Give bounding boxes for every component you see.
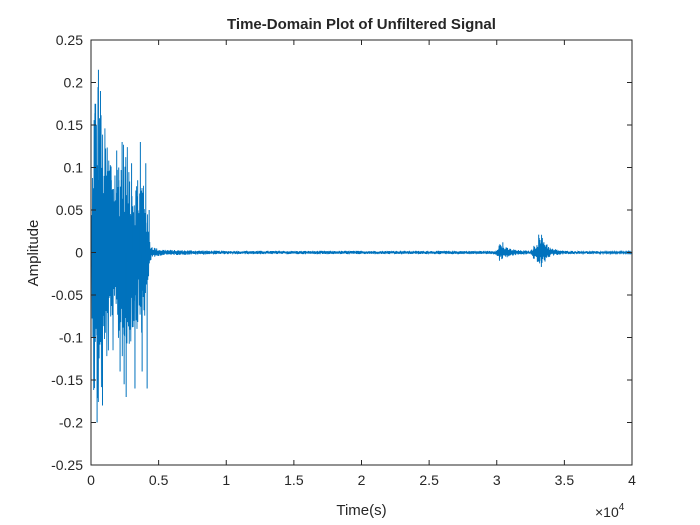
x-tick-label: 4 xyxy=(628,472,636,488)
tick-labels: 0 0.5 1 1.5 2 2.5 3 3.5 4 -0.25 -0.2 -0.15 -0.1 -0.05… xyxy=(51,32,636,488)
x-axis-exponent-label: ×104 xyxy=(595,502,625,520)
x-tick-label: 2 xyxy=(358,472,366,488)
y-axis-label: Amplitude xyxy=(25,220,42,287)
x-tick-label: 3.5 xyxy=(555,472,575,488)
y-tick-label: -0.05 xyxy=(51,287,83,303)
x-tick-label: 0 xyxy=(87,472,95,488)
y-tick-label: 0 xyxy=(75,245,83,261)
x-tick-label: 2.5 xyxy=(419,472,439,488)
x-axis-exponent-power: 4 xyxy=(619,502,625,513)
y-tick-label: 0.05 xyxy=(56,202,83,218)
y-tick-label: 0.1 xyxy=(64,160,84,176)
x-axis-label: Time(s) xyxy=(336,502,386,519)
y-tick-label: 0.25 xyxy=(56,32,83,48)
x-axis-exponent-base: ×10 xyxy=(595,504,619,520)
x-tick-label: 1.5 xyxy=(284,472,304,488)
y-tick-label: -0.25 xyxy=(51,457,83,473)
signal-series xyxy=(90,69,633,423)
tick-marks xyxy=(90,39,633,466)
x-tick-label: 0.5 xyxy=(149,472,169,488)
y-tick-label: -0.1 xyxy=(59,330,83,346)
y-tick-label: 0.2 xyxy=(64,75,84,91)
x-tick-label: 3 xyxy=(493,472,501,488)
chart-title: Time-Domain Plot of Unfiltered Signal xyxy=(227,16,496,33)
y-tick-label: 0.15 xyxy=(56,117,83,133)
y-tick-label: -0.2 xyxy=(59,415,83,431)
x-tick-label: 1 xyxy=(222,472,230,488)
y-tick-label: -0.15 xyxy=(51,372,83,388)
